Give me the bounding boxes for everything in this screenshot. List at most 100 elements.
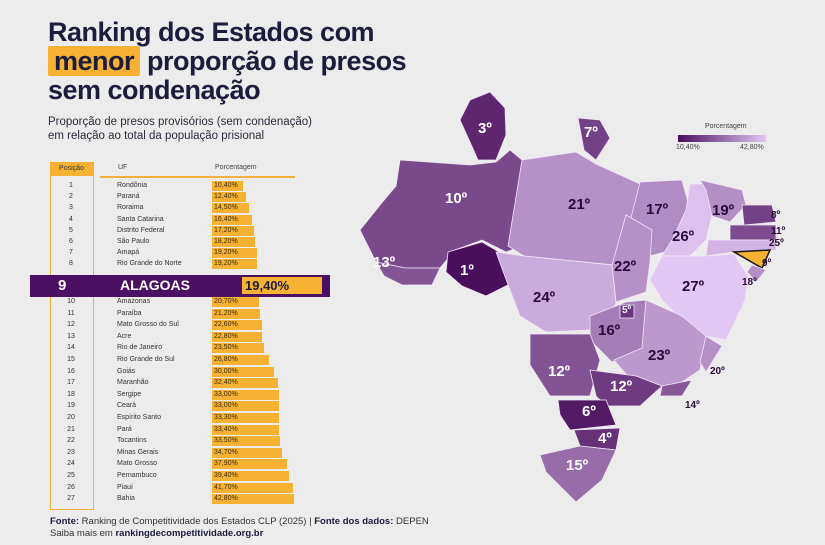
header-position: Posição bbox=[50, 162, 93, 176]
row-uf: Paraíba bbox=[117, 309, 142, 317]
state-rs bbox=[539, 445, 617, 503]
state-label-ms: 12º bbox=[548, 363, 571, 380]
highlight-row-bar: 19,40% bbox=[242, 277, 322, 294]
state-label-rs: 15º bbox=[566, 457, 589, 474]
bar: 34,70% bbox=[212, 447, 282, 458]
row-position: 17 bbox=[67, 379, 75, 387]
subtitle-line-1: Proporção de presos provisórios (sem con… bbox=[48, 116, 312, 128]
more-text: Saiba mais em bbox=[50, 528, 116, 539]
row-uf: Paraná bbox=[117, 193, 140, 201]
legend-min: 10,40% bbox=[676, 144, 700, 151]
bar: 33,00% bbox=[212, 389, 279, 400]
state-label-pb: 11º bbox=[771, 226, 786, 237]
row-position: 20 bbox=[67, 414, 75, 421]
highlight-row-uf: ALAGOAS bbox=[120, 277, 190, 293]
source-text: Ranking de Competitividade dos Estados C… bbox=[79, 516, 315, 527]
bar: 39,40% bbox=[212, 471, 290, 481]
bar: 14,50% bbox=[212, 203, 250, 214]
row-position: 6 bbox=[69, 238, 73, 245]
state-label-sp: 12º bbox=[610, 378, 633, 395]
state-ce bbox=[699, 179, 747, 223]
state-label-am: 10º bbox=[445, 190, 468, 207]
state-rr bbox=[459, 91, 507, 161]
state-ac bbox=[375, 261, 441, 286]
state-label-ma: 17º bbox=[646, 201, 669, 218]
header-percent: Porcentagem bbox=[215, 164, 257, 171]
row-uf: Rio Grande do Sul bbox=[117, 356, 175, 363]
row-position: 25 bbox=[67, 472, 75, 479]
row-position: 4 bbox=[69, 215, 73, 223]
state-label-rj: 14º bbox=[685, 400, 700, 411]
row-position: 2 bbox=[69, 193, 73, 201]
row-position: 19 bbox=[67, 402, 75, 410]
row-position: 3 bbox=[69, 204, 73, 212]
legend-gradient bbox=[678, 135, 766, 142]
row-uf: Acre bbox=[117, 332, 132, 340]
row-position: 7 bbox=[69, 249, 73, 257]
state-label-se: 18º bbox=[742, 277, 757, 288]
row-uf: Rio Grande do Norte bbox=[117, 260, 182, 268]
row-uf: Rondônia bbox=[117, 182, 147, 189]
header-divider bbox=[100, 176, 295, 178]
state-ba bbox=[649, 253, 749, 341]
bar: 12,40% bbox=[212, 192, 246, 203]
state-ap bbox=[577, 117, 611, 161]
row-position: 18 bbox=[67, 390, 75, 398]
row-uf: Maranhão bbox=[117, 379, 149, 387]
row-uf: Espírito Santo bbox=[117, 414, 161, 421]
row-uf: Pará bbox=[117, 425, 132, 433]
bar: 42,80% bbox=[212, 494, 295, 505]
row-position: 13 bbox=[67, 332, 75, 340]
data-source-label: Fonte dos dados: bbox=[314, 516, 394, 527]
bar: 33,30% bbox=[212, 413, 280, 423]
row-position: 27 bbox=[67, 495, 75, 503]
row-uf: Santa Catarina bbox=[117, 215, 164, 223]
row-position: 10 bbox=[67, 298, 75, 305]
state-label-pe: 25º bbox=[769, 238, 784, 249]
title-line-3: sem condenação bbox=[48, 75, 261, 105]
title-line-2: menor proporção de presos bbox=[48, 46, 407, 76]
row-uf: Sergipe bbox=[117, 390, 142, 398]
footer-source: Fonte: Ranking de Competitividade dos Es… bbox=[50, 516, 429, 528]
state-label-rr: 3º bbox=[478, 120, 492, 137]
site-link[interactable]: rankingdecompetitividade.org.br bbox=[115, 528, 264, 539]
row-uf: Amazonas bbox=[117, 298, 151, 305]
page-title: Ranking dos Estados com menor proporção … bbox=[48, 18, 407, 105]
bar: 19,20% bbox=[212, 248, 257, 259]
bar: 16,40% bbox=[212, 214, 253, 225]
row-position: 8 bbox=[69, 260, 73, 268]
state-ms bbox=[529, 333, 601, 397]
state-rj bbox=[659, 379, 693, 397]
state-df bbox=[619, 304, 635, 319]
bar: 20,70% bbox=[212, 297, 260, 307]
subtitle-line-2: em relação ao total da população prision… bbox=[48, 130, 265, 142]
header-uf: UF bbox=[118, 164, 128, 171]
state-label-df: 5º bbox=[622, 305, 632, 316]
bar: 21,20% bbox=[212, 308, 260, 319]
bar: 17,20% bbox=[212, 225, 254, 236]
row-position: 11 bbox=[67, 309, 75, 317]
bar: 23,50% bbox=[212, 343, 264, 354]
bar: 30,00% bbox=[212, 366, 274, 377]
row-uf: Minas Gerais bbox=[117, 448, 159, 456]
data-source-text: DEPEN bbox=[393, 516, 429, 527]
row-position: 22 bbox=[67, 437, 75, 445]
row-uf: Bahia bbox=[117, 495, 135, 503]
row-uf: Goiás bbox=[117, 367, 136, 375]
title-highlight: menor bbox=[48, 46, 141, 76]
state-al bbox=[731, 249, 772, 270]
row-position: 23 bbox=[67, 448, 75, 456]
state-label-al: 9º bbox=[762, 258, 772, 269]
bar: 22,60% bbox=[212, 320, 263, 331]
bar: 18,20% bbox=[212, 237, 256, 247]
bar: 33,40% bbox=[212, 424, 280, 435]
row-position: 15 bbox=[67, 356, 75, 363]
state-label-pa: 21º bbox=[568, 196, 591, 213]
title-line-2-rest: proporção de presos bbox=[140, 46, 407, 76]
state-es bbox=[699, 335, 723, 373]
bar: 33,00% bbox=[212, 401, 279, 412]
row-position: 24 bbox=[67, 460, 75, 468]
bar: 32,40% bbox=[212, 378, 278, 389]
row-uf: Pernambuco bbox=[117, 472, 157, 479]
